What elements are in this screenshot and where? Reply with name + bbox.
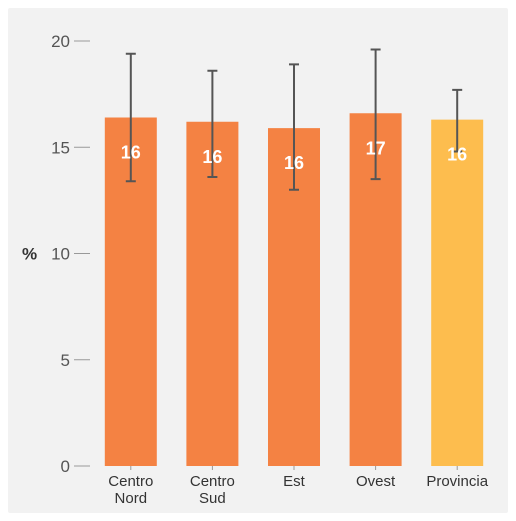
data-label: 16 <box>121 143 141 163</box>
x-tick-label: Centro Nord <box>108 473 153 507</box>
y-axis: 0 5 10 15 20 <box>51 32 90 476</box>
bar <box>186 121 239 466</box>
y-axis-title: % <box>22 245 37 264</box>
x-tick-label: Ovest <box>356 473 396 490</box>
value-labels: 16 16 16 17 16 <box>121 138 467 173</box>
data-label: 17 <box>366 138 386 158</box>
error-bar <box>289 63 299 191</box>
data-label: 16 <box>202 147 222 167</box>
x-tick-label: Provincia <box>426 473 488 490</box>
y-tick-label: 15 <box>51 138 70 157</box>
x-tick-label: Est <box>283 473 306 490</box>
y-tick-label: 20 <box>51 32 70 51</box>
y-tick-label: 0 <box>61 457 70 476</box>
bar <box>431 119 484 466</box>
error-bar <box>452 88 463 153</box>
error-bar <box>370 48 381 181</box>
y-tick-label: 5 <box>61 351 70 370</box>
x-axis: Centro Nord Centro Sud Est Ovest Provincia <box>108 466 489 507</box>
y-tick-label: 10 <box>51 245 70 264</box>
x-tick-label: Centro Sud <box>190 473 235 507</box>
chart-panel <box>8 8 508 513</box>
error-bars <box>125 48 463 191</box>
error-bar <box>207 69 218 178</box>
data-label: 16 <box>447 145 467 165</box>
error-bar <box>125 52 136 183</box>
bars <box>104 113 484 466</box>
data-label: 16 <box>284 153 304 173</box>
